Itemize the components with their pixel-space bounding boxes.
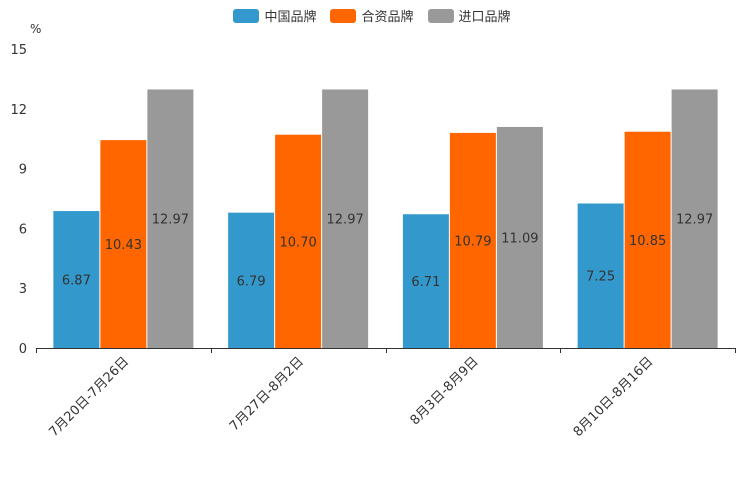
data-label: 7.25 [586,270,615,285]
bar-3-4 [671,89,718,349]
legend-label-import-brand: 进口品牌 [458,10,511,25]
y-tick-label: 0 [19,342,27,357]
legend-item-import-brand[interactable]: 进口品牌 [427,6,511,25]
bar-3-1 [147,89,194,349]
legend-label-china-brand: 中国品牌 [264,10,317,25]
y-tick-label: 15 [10,43,27,58]
bar-2-3 [449,132,496,348]
y-tick-label: 3 [19,282,27,297]
legend: 中国品牌 合资品牌 进口品牌 [0,6,744,25]
bar-1-3 [402,214,449,348]
y-tick-label: 12 [10,103,27,118]
data-label: 10.85 [629,234,666,249]
data-label: 10.43 [105,238,142,253]
bar-1-1 [53,211,100,348]
data-label: 6.87 [62,274,91,289]
y-tick-label: 6 [19,222,27,237]
x-category-label: 8月3日-8月9日 [408,354,482,428]
legend-item-china-brand[interactable]: 中国品牌 [233,6,316,25]
x-category-label: 7月20日-7月26日 [46,354,132,440]
data-label: 6.79 [237,274,266,289]
bar-3-3 [496,126,543,348]
bar-1-4 [577,203,624,348]
data-label: 10.70 [280,235,317,250]
legend-swatch-import-brand [427,8,454,23]
data-label: 12.97 [676,213,713,228]
data-label: 10.79 [454,234,491,249]
bar-1-2 [228,212,275,348]
legend-item-joint-venture-brand[interactable]: 合资品牌 [330,6,414,25]
x-category-label: 8月10日-8月16日 [571,354,657,440]
legend-swatch-joint-venture-brand [330,8,357,23]
legend-label-joint-venture-brand: 合资品牌 [361,10,414,25]
bar-3-2 [322,89,369,349]
y-axis-unit-label: % [30,22,42,36]
bar-2-2 [275,134,322,348]
data-label: 12.97 [327,213,364,228]
y-tick-label: 9 [19,163,27,178]
legend-swatch-china-brand [233,8,260,23]
data-label: 12.97 [152,213,189,228]
bar-2-4 [624,131,671,348]
data-label: 6.71 [411,275,440,290]
data-label: 11.09 [501,231,538,246]
bar-2-1 [100,140,147,348]
x-category-label: 7月27日-8月2日 [227,354,307,434]
